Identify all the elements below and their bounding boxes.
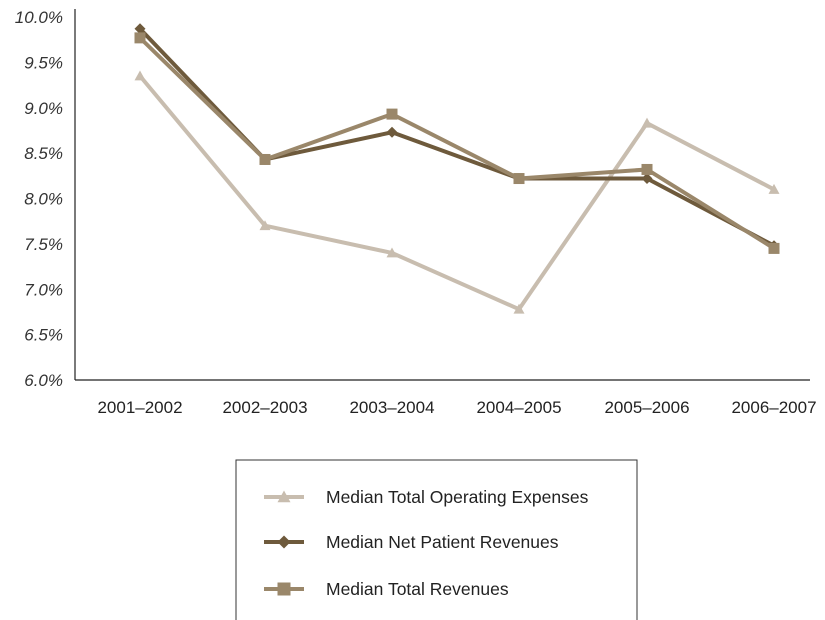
x-tick-label: 2005–2006 bbox=[604, 398, 689, 417]
series-line bbox=[138, 74, 775, 312]
y-tick-label: 8.0% bbox=[24, 190, 63, 209]
y-tick-label: 10.0% bbox=[15, 8, 63, 27]
series-square bbox=[134, 32, 780, 254]
y-tick-label: 9.5% bbox=[24, 53, 63, 72]
data-point bbox=[134, 70, 146, 81]
data-point bbox=[386, 108, 398, 120]
x-tick-label: 2006–2007 bbox=[731, 398, 816, 417]
y-tick-label: 7.5% bbox=[24, 235, 63, 254]
data-point bbox=[641, 173, 653, 185]
legend-marker bbox=[277, 582, 291, 596]
legend-marker bbox=[277, 490, 291, 503]
legend-item: Median Total Operating Expenses bbox=[264, 487, 589, 507]
legend-item: Median Total Revenues bbox=[264, 579, 509, 599]
legend-item: Median Net Patient Revenues bbox=[264, 532, 559, 552]
data-point bbox=[641, 163, 653, 175]
y-tick-label: 6.0% bbox=[24, 371, 63, 390]
data-point bbox=[134, 23, 146, 35]
y-tick-label: 7.0% bbox=[24, 280, 63, 299]
x-tick-label: 2003–2004 bbox=[349, 398, 434, 417]
x-tick-label: 2002–2003 bbox=[222, 398, 307, 417]
series-line bbox=[138, 27, 775, 248]
legend: Median Total Operating Expenses Median Ne… bbox=[235, 459, 638, 620]
data-point bbox=[513, 303, 525, 314]
data-point bbox=[386, 247, 398, 258]
series-triangle bbox=[134, 70, 780, 314]
series-diamond bbox=[134, 23, 780, 252]
x-tick-label: 2004–2005 bbox=[476, 398, 561, 417]
data-point bbox=[641, 117, 653, 128]
series-line bbox=[138, 36, 776, 251]
data-point bbox=[768, 242, 780, 254]
series-layer bbox=[134, 23, 780, 314]
data-point bbox=[513, 173, 525, 185]
data-point bbox=[259, 220, 271, 231]
legend-marker bbox=[277, 535, 291, 549]
y-axis: 6.0% 6.5% 7.0% 7.5% 8.0% 8.5% 9.0% 9.5% 10.0% bbox=[15, 8, 76, 390]
y-tick-label: 8.5% bbox=[24, 144, 63, 163]
x-axis: 2001–2002 2002–2003 2003–2004 2004–2005 2005… bbox=[75, 379, 817, 417]
y-tick-label: 9.0% bbox=[24, 99, 63, 118]
data-point bbox=[259, 153, 271, 165]
data-point bbox=[768, 183, 780, 194]
x-tick-label: 2001–2002 bbox=[97, 398, 182, 417]
data-point bbox=[134, 32, 146, 44]
legend-box bbox=[235, 459, 638, 620]
data-point bbox=[386, 126, 398, 138]
y-tick-label: 6.5% bbox=[24, 326, 63, 345]
legend-label: Median Total Revenues bbox=[326, 579, 509, 599]
legend-label: Median Total Operating Expenses bbox=[326, 487, 589, 507]
legend-label: Median Net Patient Revenues bbox=[326, 532, 559, 552]
